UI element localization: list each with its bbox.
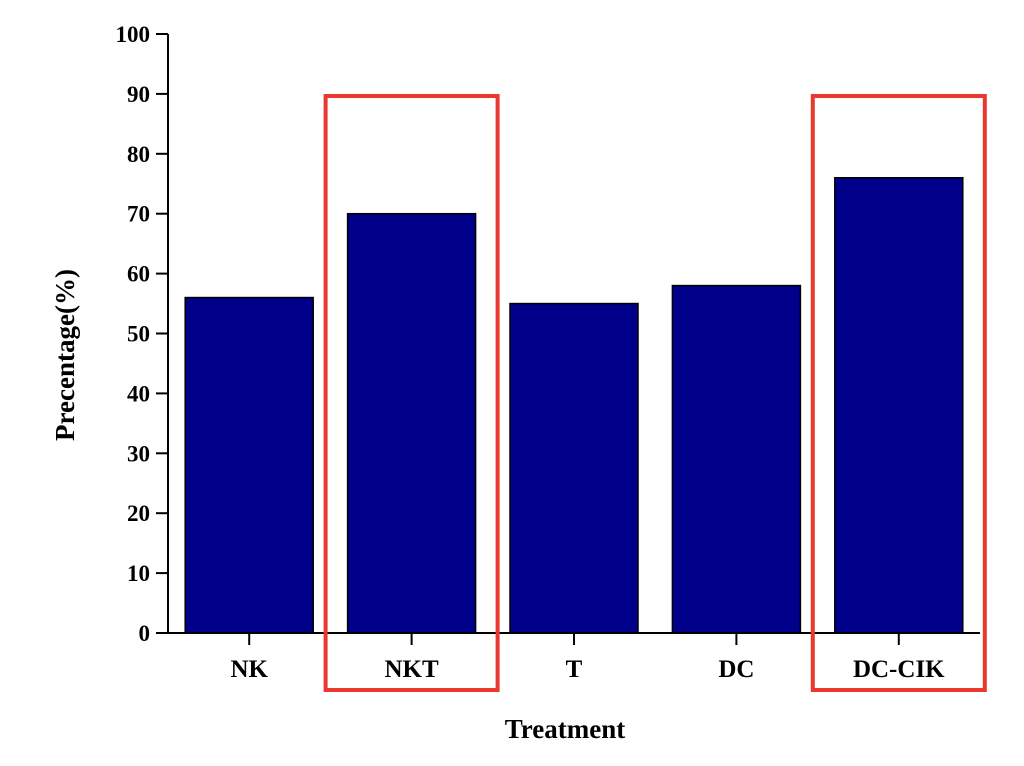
y-axis-title: Precentage(%)	[50, 269, 80, 441]
bar-dc	[671, 284, 802, 634]
x-tick-label: DC	[718, 656, 754, 683]
y-axis-ticks: 0 10 20 30 40 50 60 70 80 90 100	[116, 22, 168, 646]
highlight-box-dc-cik	[810, 94, 987, 692]
bars	[184, 177, 964, 634]
highlight-boxes	[323, 94, 987, 692]
bar-nk	[184, 296, 314, 634]
y-tick-label: 80	[127, 142, 150, 167]
bar-t	[509, 302, 639, 634]
x-axis-title: Treatment	[505, 714, 625, 744]
y-tick-label: 10	[127, 561, 150, 586]
y-tick-label: 20	[127, 501, 150, 526]
x-tick-label: DC-CIK	[853, 656, 945, 683]
bar-dc-cik	[834, 177, 964, 634]
x-tick-label: T	[566, 656, 583, 683]
y-tick-label: 40	[127, 381, 150, 406]
y-tick-label: 90	[127, 82, 150, 107]
x-tick-label: NKT	[385, 656, 440, 683]
x-axis-ticks: NK NKT T DC DC-CIK	[230, 633, 945, 683]
bar-nkt	[346, 212, 477, 634]
y-tick-label: 0	[139, 621, 151, 646]
y-tick-label: 30	[127, 441, 150, 466]
y-tick-label: 50	[127, 322, 150, 347]
x-tick-label: NK	[230, 656, 268, 683]
highlight-box-nkt	[323, 94, 500, 692]
y-tick-label: 70	[127, 202, 150, 227]
y-tick-label: 60	[127, 262, 150, 287]
y-tick-label: 100	[116, 22, 151, 47]
